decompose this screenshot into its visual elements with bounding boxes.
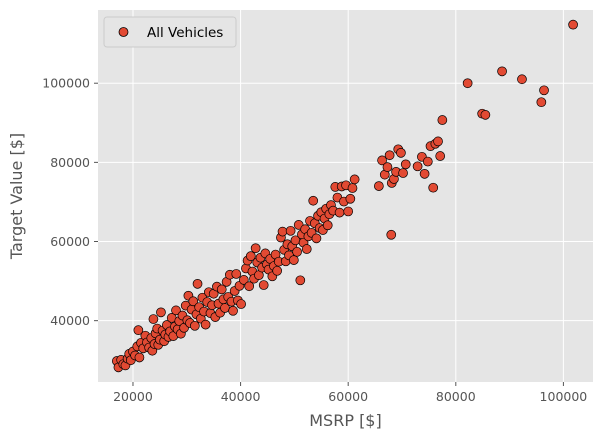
data-point xyxy=(428,182,439,193)
data-point xyxy=(396,148,406,158)
data-point xyxy=(433,136,443,147)
data-point xyxy=(374,181,384,191)
data-point xyxy=(156,307,166,318)
data-point xyxy=(536,97,547,108)
data-point xyxy=(188,296,199,307)
x-tick-label: 60000 xyxy=(328,389,368,404)
data-point xyxy=(133,325,144,336)
data-point xyxy=(238,275,249,285)
y-axis-label: Target Value [$] xyxy=(7,133,26,260)
data-point xyxy=(437,115,448,125)
data-point xyxy=(398,168,408,178)
legend-box xyxy=(103,16,237,48)
data-point xyxy=(382,162,393,172)
data-point xyxy=(539,85,549,96)
data-point xyxy=(189,320,200,331)
data-point xyxy=(236,299,246,309)
data-point xyxy=(231,269,242,279)
y-tick-label: 60000 xyxy=(50,234,90,249)
data-points xyxy=(111,19,578,373)
data-point xyxy=(343,206,354,217)
data-point xyxy=(384,150,395,161)
data-point xyxy=(386,229,397,240)
data-point xyxy=(419,168,430,179)
data-point xyxy=(377,155,387,166)
data-point xyxy=(462,78,473,89)
data-point xyxy=(192,279,203,289)
data-point xyxy=(285,225,296,236)
data-point xyxy=(148,314,159,324)
data-point xyxy=(134,352,145,363)
legend-label: All Vehicles xyxy=(147,25,223,41)
x-tick-label: 100000 xyxy=(540,389,588,404)
data-point xyxy=(216,284,227,295)
data-point xyxy=(308,195,319,206)
data-point xyxy=(400,159,411,170)
data-point xyxy=(245,251,256,262)
data-point xyxy=(250,243,261,254)
legend-marker xyxy=(118,27,129,37)
data-point xyxy=(345,193,356,204)
data-point xyxy=(258,280,269,290)
data-point xyxy=(200,319,211,330)
y-axis-ticks: 40000 60000 80000 100000 xyxy=(42,76,98,328)
x-tick-label: 20000 xyxy=(113,389,153,404)
data-point xyxy=(171,305,181,316)
data-point xyxy=(228,305,238,316)
x-axis-label: MSRP [$] xyxy=(309,411,381,430)
y-tick-label: 40000 xyxy=(50,313,90,328)
x-tick-label: 80000 xyxy=(436,389,476,404)
data-point xyxy=(301,244,312,254)
data-point xyxy=(568,19,578,30)
data-point xyxy=(244,281,255,292)
data-point xyxy=(295,275,306,286)
data-point xyxy=(347,183,358,193)
data-point xyxy=(277,226,288,237)
data-point xyxy=(422,156,433,167)
data-point xyxy=(292,246,302,257)
legend: All Vehicles xyxy=(103,16,237,48)
data-point xyxy=(349,174,360,185)
y-tick-label: 80000 xyxy=(50,155,90,170)
data-point xyxy=(480,110,491,120)
data-point xyxy=(435,151,446,161)
data-point xyxy=(322,220,333,231)
x-axis-ticks: 20000 40000 60000 80000 100000 xyxy=(113,382,587,404)
x-tick-label: 40000 xyxy=(221,389,261,404)
data-point xyxy=(311,233,322,244)
data-point xyxy=(272,265,283,276)
data-point xyxy=(412,161,423,172)
data-point xyxy=(288,255,299,265)
data-point xyxy=(497,66,507,77)
y-tick-label: 100000 xyxy=(42,76,90,91)
data-point xyxy=(334,207,345,218)
data-point xyxy=(517,74,527,85)
